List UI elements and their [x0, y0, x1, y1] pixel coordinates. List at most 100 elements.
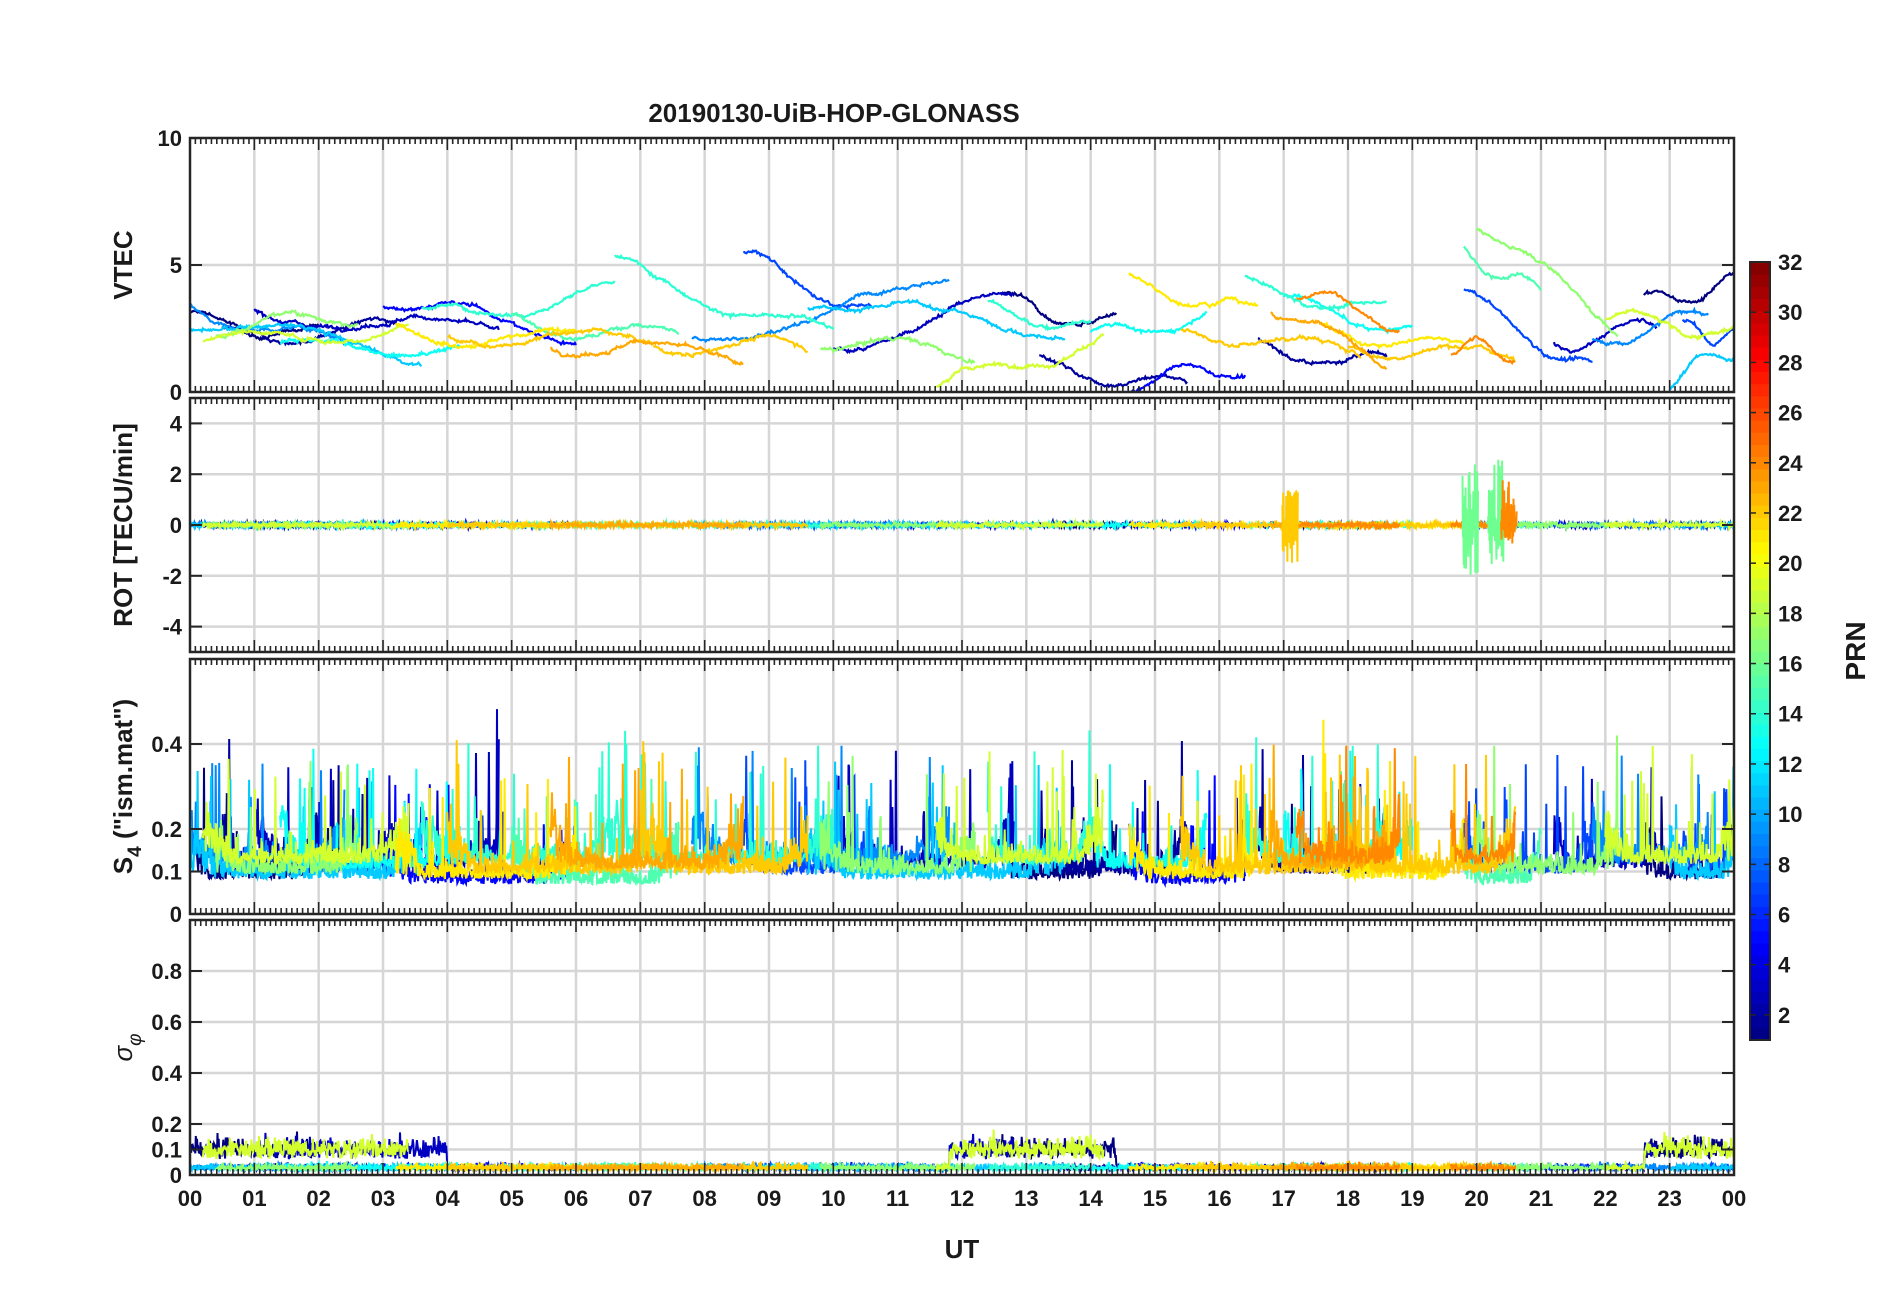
colorbar-step: [1750, 1015, 1770, 1029]
vtec-prn-7-line: [1463, 288, 1593, 363]
colorbar-step: [1750, 809, 1770, 822]
vtec-y-tick-label: 10: [158, 126, 182, 151]
colorbar-step: [1750, 468, 1770, 482]
vtec-prn-1-line: [1643, 271, 1734, 305]
vtec-prn-19-line: [935, 333, 1105, 388]
vtec-prn-13-line: [279, 337, 461, 359]
colorbar-step: [1750, 663, 1770, 676]
colorbar-step: [1750, 310, 1770, 324]
vtec-prn-11-line: [807, 298, 1066, 341]
sigma-prn-24-line: [1449, 1159, 1517, 1173]
rot-x-ticks: [189, 398, 1735, 652]
panel-vtec: 0 5 10 VTEC: [108, 126, 1736, 405]
colorbar-step: [1750, 760, 1770, 774]
s4-y-tick-label: 0.4: [151, 732, 182, 757]
x-tick-label: 20: [1464, 1186, 1488, 1211]
sigma_phi-grid: [190, 920, 1734, 1175]
s4-y-tick-label: 0.1: [151, 860, 182, 885]
x-tick-label: 14: [1078, 1186, 1103, 1211]
x-tick-label: 21: [1529, 1186, 1553, 1211]
s4-prn-17-line: [819, 755, 976, 878]
x-tick-label: 01: [242, 1186, 266, 1211]
vtec-prn-3-line: [253, 308, 500, 333]
vtec-prn-9-line: [1591, 306, 1709, 347]
colorbar-tick-label: 30: [1778, 300, 1802, 325]
x-tick-label: 04: [435, 1186, 460, 1211]
x-tick-label: 02: [306, 1186, 330, 1211]
vtec-prn-21-line: [394, 322, 577, 350]
vtec-prn-24-line: [1450, 334, 1516, 366]
colorbar-tick-label: 2: [1778, 1003, 1790, 1028]
s4-prn-22-line: [446, 740, 655, 877]
colorbar-step: [1750, 918, 1770, 932]
rot-spike-line: [1461, 464, 1479, 575]
colorbar-tick-label: 18: [1778, 601, 1802, 626]
s4-prn-22-line: [1179, 754, 1362, 876]
colorbar-step: [1750, 383, 1770, 397]
sigma_phi-y-tick-label: 0.6: [151, 1010, 182, 1035]
sigma-prn-19-line: [201, 1133, 410, 1161]
colorbar-step: [1750, 991, 1770, 1005]
vtec-prn-1-line: [1000, 290, 1117, 329]
colorbar-step: [1750, 444, 1770, 458]
vtec-prn-19-line: [202, 323, 409, 346]
colorbar-step: [1750, 347, 1770, 360]
colorbar-step: [1750, 967, 1770, 980]
s4-prn-11-line: [1668, 766, 1734, 882]
rot-y-tick-label: 4: [170, 411, 183, 436]
rot-y-tick-label: 0: [170, 513, 182, 538]
x-tick-label: 06: [564, 1186, 588, 1211]
colorbar-step: [1750, 651, 1770, 664]
vtec-prn-3-line: [1552, 317, 1658, 354]
s4-prn-19-line: [201, 758, 410, 867]
vtec-prn-14-line: [987, 298, 1092, 332]
s4-y-tick-label: 0.2: [151, 817, 182, 842]
sigma_phi-y-tick-label: 0.4: [151, 1061, 182, 1086]
x-tick-label: 16: [1207, 1186, 1231, 1211]
colorbar-step: [1750, 274, 1770, 287]
colorbar-step: [1750, 298, 1770, 312]
sigma-prn-17-line: [214, 1160, 359, 1174]
rot-y-tick-label: 2: [170, 462, 182, 487]
x-axis-label: UT: [945, 1234, 980, 1264]
sigma_phi-x-ticks: [189, 920, 1735, 1176]
vtec-prn-17-line: [819, 335, 976, 365]
s4-prn-15-line: [1462, 810, 1542, 886]
colorbar-step: [1750, 407, 1770, 421]
x-tick-label: 00: [1722, 1186, 1746, 1211]
colorbar-tick-label: 26: [1778, 401, 1802, 426]
sigma_phi-y-axis-label: σφ: [108, 1033, 146, 1061]
colorbar-step: [1750, 833, 1770, 847]
colorbar-tick-label: 24: [1778, 451, 1803, 476]
colorbar-tick-label: 28: [1778, 350, 1802, 375]
vtec-prn-1-line: [190, 309, 319, 342]
colorbar-step: [1750, 456, 1770, 470]
chart-title: 20190130-UiB-HOP-GLONASS: [648, 98, 1019, 128]
colorbar-tick-label: 16: [1778, 652, 1802, 677]
colorbar-step: [1750, 930, 1770, 944]
colorbar-step: [1750, 492, 1770, 506]
colorbar-step: [1750, 480, 1770, 494]
colorbar-step: [1750, 954, 1770, 968]
vtec-prn-17-line: [1475, 227, 1619, 337]
colorbar-step: [1750, 626, 1770, 640]
colorbar-step: [1750, 359, 1770, 373]
sigma-prn-23-line: [549, 1161, 745, 1174]
colorbar-step: [1750, 371, 1770, 385]
vtec-prn-21-line: [1128, 272, 1259, 310]
colorbar-step: [1750, 262, 1770, 275]
sigma_phi-y-tick-label: 0.8: [151, 959, 182, 984]
s4-prn-17-line: [1475, 735, 1620, 877]
sigma_phi-y-tick-label: 0.1: [151, 1138, 182, 1163]
s4-prn-23-line: [549, 756, 745, 873]
rot-y-tick-label: -2: [162, 564, 182, 589]
colorbar-step: [1750, 420, 1770, 433]
colorbar-step: [1750, 517, 1770, 531]
panel-rot: -4 -2 0 2 4 ROT [TECU/min]: [108, 396, 1736, 654]
colorbar-step: [1750, 906, 1770, 920]
panel-s4: 0 0.1 0.2 0.4S4 ("ism.mat"): [108, 657, 1736, 927]
vtec-prn-23-line: [1270, 311, 1388, 371]
s4-prn-24-line: [1449, 763, 1517, 866]
vtec-prn-22-line: [653, 333, 808, 359]
